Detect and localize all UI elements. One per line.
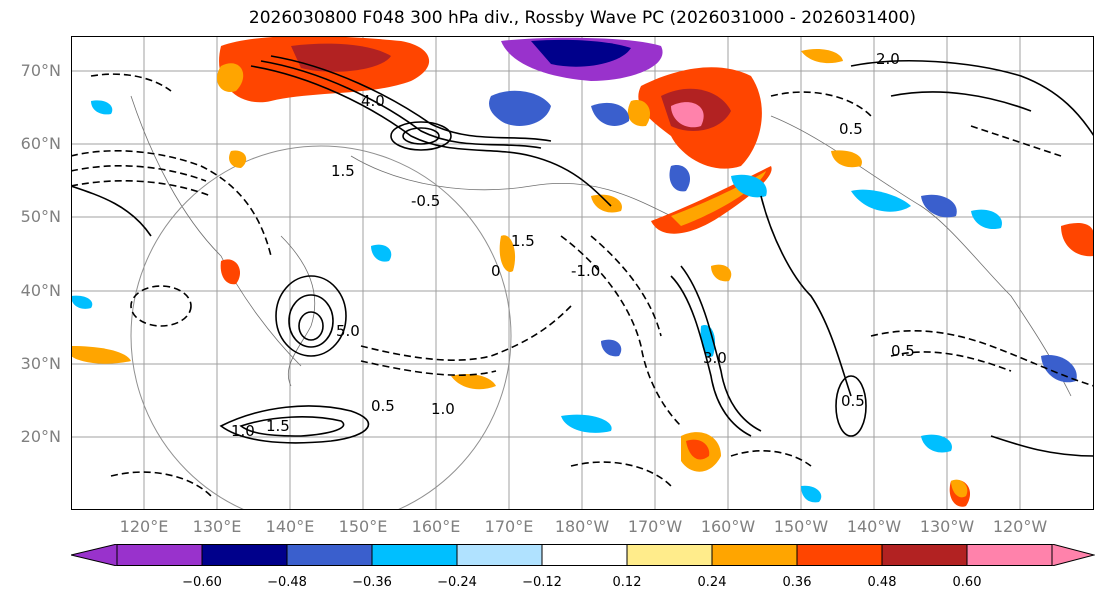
colorbar-tick: −0.24 <box>437 575 477 590</box>
colorbar <box>71 544 1095 566</box>
map-title: 2026030800 F048 300 hPa div., Rossby Wav… <box>248 8 917 28</box>
lon-label-130w: 130°W <box>919 517 975 536</box>
colorbar-tick: 0.24 <box>697 575 727 590</box>
contour-label: 1.5 <box>266 417 290 435</box>
contour-label: -0.5 <box>411 192 440 210</box>
colorbar-tick: 0.48 <box>867 575 897 590</box>
lat-label-50n: 50°N <box>20 207 61 226</box>
contour-label: 0.5 <box>839 120 863 138</box>
contour-label: 1.5 <box>511 232 535 250</box>
contour-label: 4.0 <box>361 92 385 110</box>
map-canvas: 4.0 2.0 0.5 0.5 0.5 0.5 1.0 1.0 1.5 1.5 … <box>71 36 1094 510</box>
colorbar-tick: 0.12 <box>612 575 642 590</box>
lat-label-20n: 20°N <box>20 427 61 446</box>
contour-label: 0.5 <box>841 392 865 410</box>
contour-label: -1.0 <box>571 262 600 280</box>
contour-label: 1.5 <box>331 162 355 180</box>
negative-divergence-shading <box>71 37 1077 503</box>
contour-labels: 4.0 2.0 0.5 0.5 0.5 0.5 1.0 1.0 1.5 1.5 … <box>231 50 915 440</box>
lon-label-160e: 160°E <box>411 517 461 536</box>
lon-label-120w: 120°W <box>992 517 1048 536</box>
lon-label-170w: 170°W <box>627 517 683 536</box>
lat-label-70n: 70°N <box>20 61 61 80</box>
colorbar-tick: −0.48 <box>267 575 307 590</box>
lat-label-40n: 40°N <box>20 281 61 300</box>
lon-label-170e: 170°E <box>484 517 534 536</box>
lon-label-140e: 140°E <box>265 517 315 536</box>
lon-label-150e: 150°E <box>338 517 388 536</box>
contour-label: 0.5 <box>371 397 395 415</box>
lon-label-130e: 130°E <box>192 517 242 536</box>
lon-label-160w: 160°W <box>700 517 756 536</box>
positive-contours <box>71 55 1094 457</box>
contour-label: 1.0 <box>431 400 455 418</box>
lon-label-120e: 120°E <box>119 517 169 536</box>
lat-label-30n: 30°N <box>20 354 61 373</box>
contour-label: 5.0 <box>336 322 360 340</box>
contour-label: 0.5 <box>891 342 915 360</box>
colorbar-tick: −0.12 <box>522 575 562 590</box>
lon-label-150w: 150°W <box>773 517 829 536</box>
colorbar-tick: 0.36 <box>782 575 812 590</box>
negative-contours <box>71 73 1094 497</box>
colorbar-tick: 0.60 <box>952 575 982 590</box>
contour-label: 0 <box>491 262 501 280</box>
colorbar-tick: −0.60 <box>182 575 222 590</box>
map-panel: 4.0 2.0 0.5 0.5 0.5 0.5 1.0 1.0 1.5 1.5 … <box>71 36 1094 510</box>
contour-label: 1.0 <box>231 422 255 440</box>
lon-label-180w: 180°W <box>554 517 610 536</box>
contour-label: 2.0 <box>876 50 900 68</box>
lat-label-60n: 60°N <box>20 134 61 153</box>
colorbar-tick: −0.36 <box>352 575 392 590</box>
lon-label-140w: 140°W <box>846 517 902 536</box>
contour-label: 3.0 <box>703 349 727 367</box>
